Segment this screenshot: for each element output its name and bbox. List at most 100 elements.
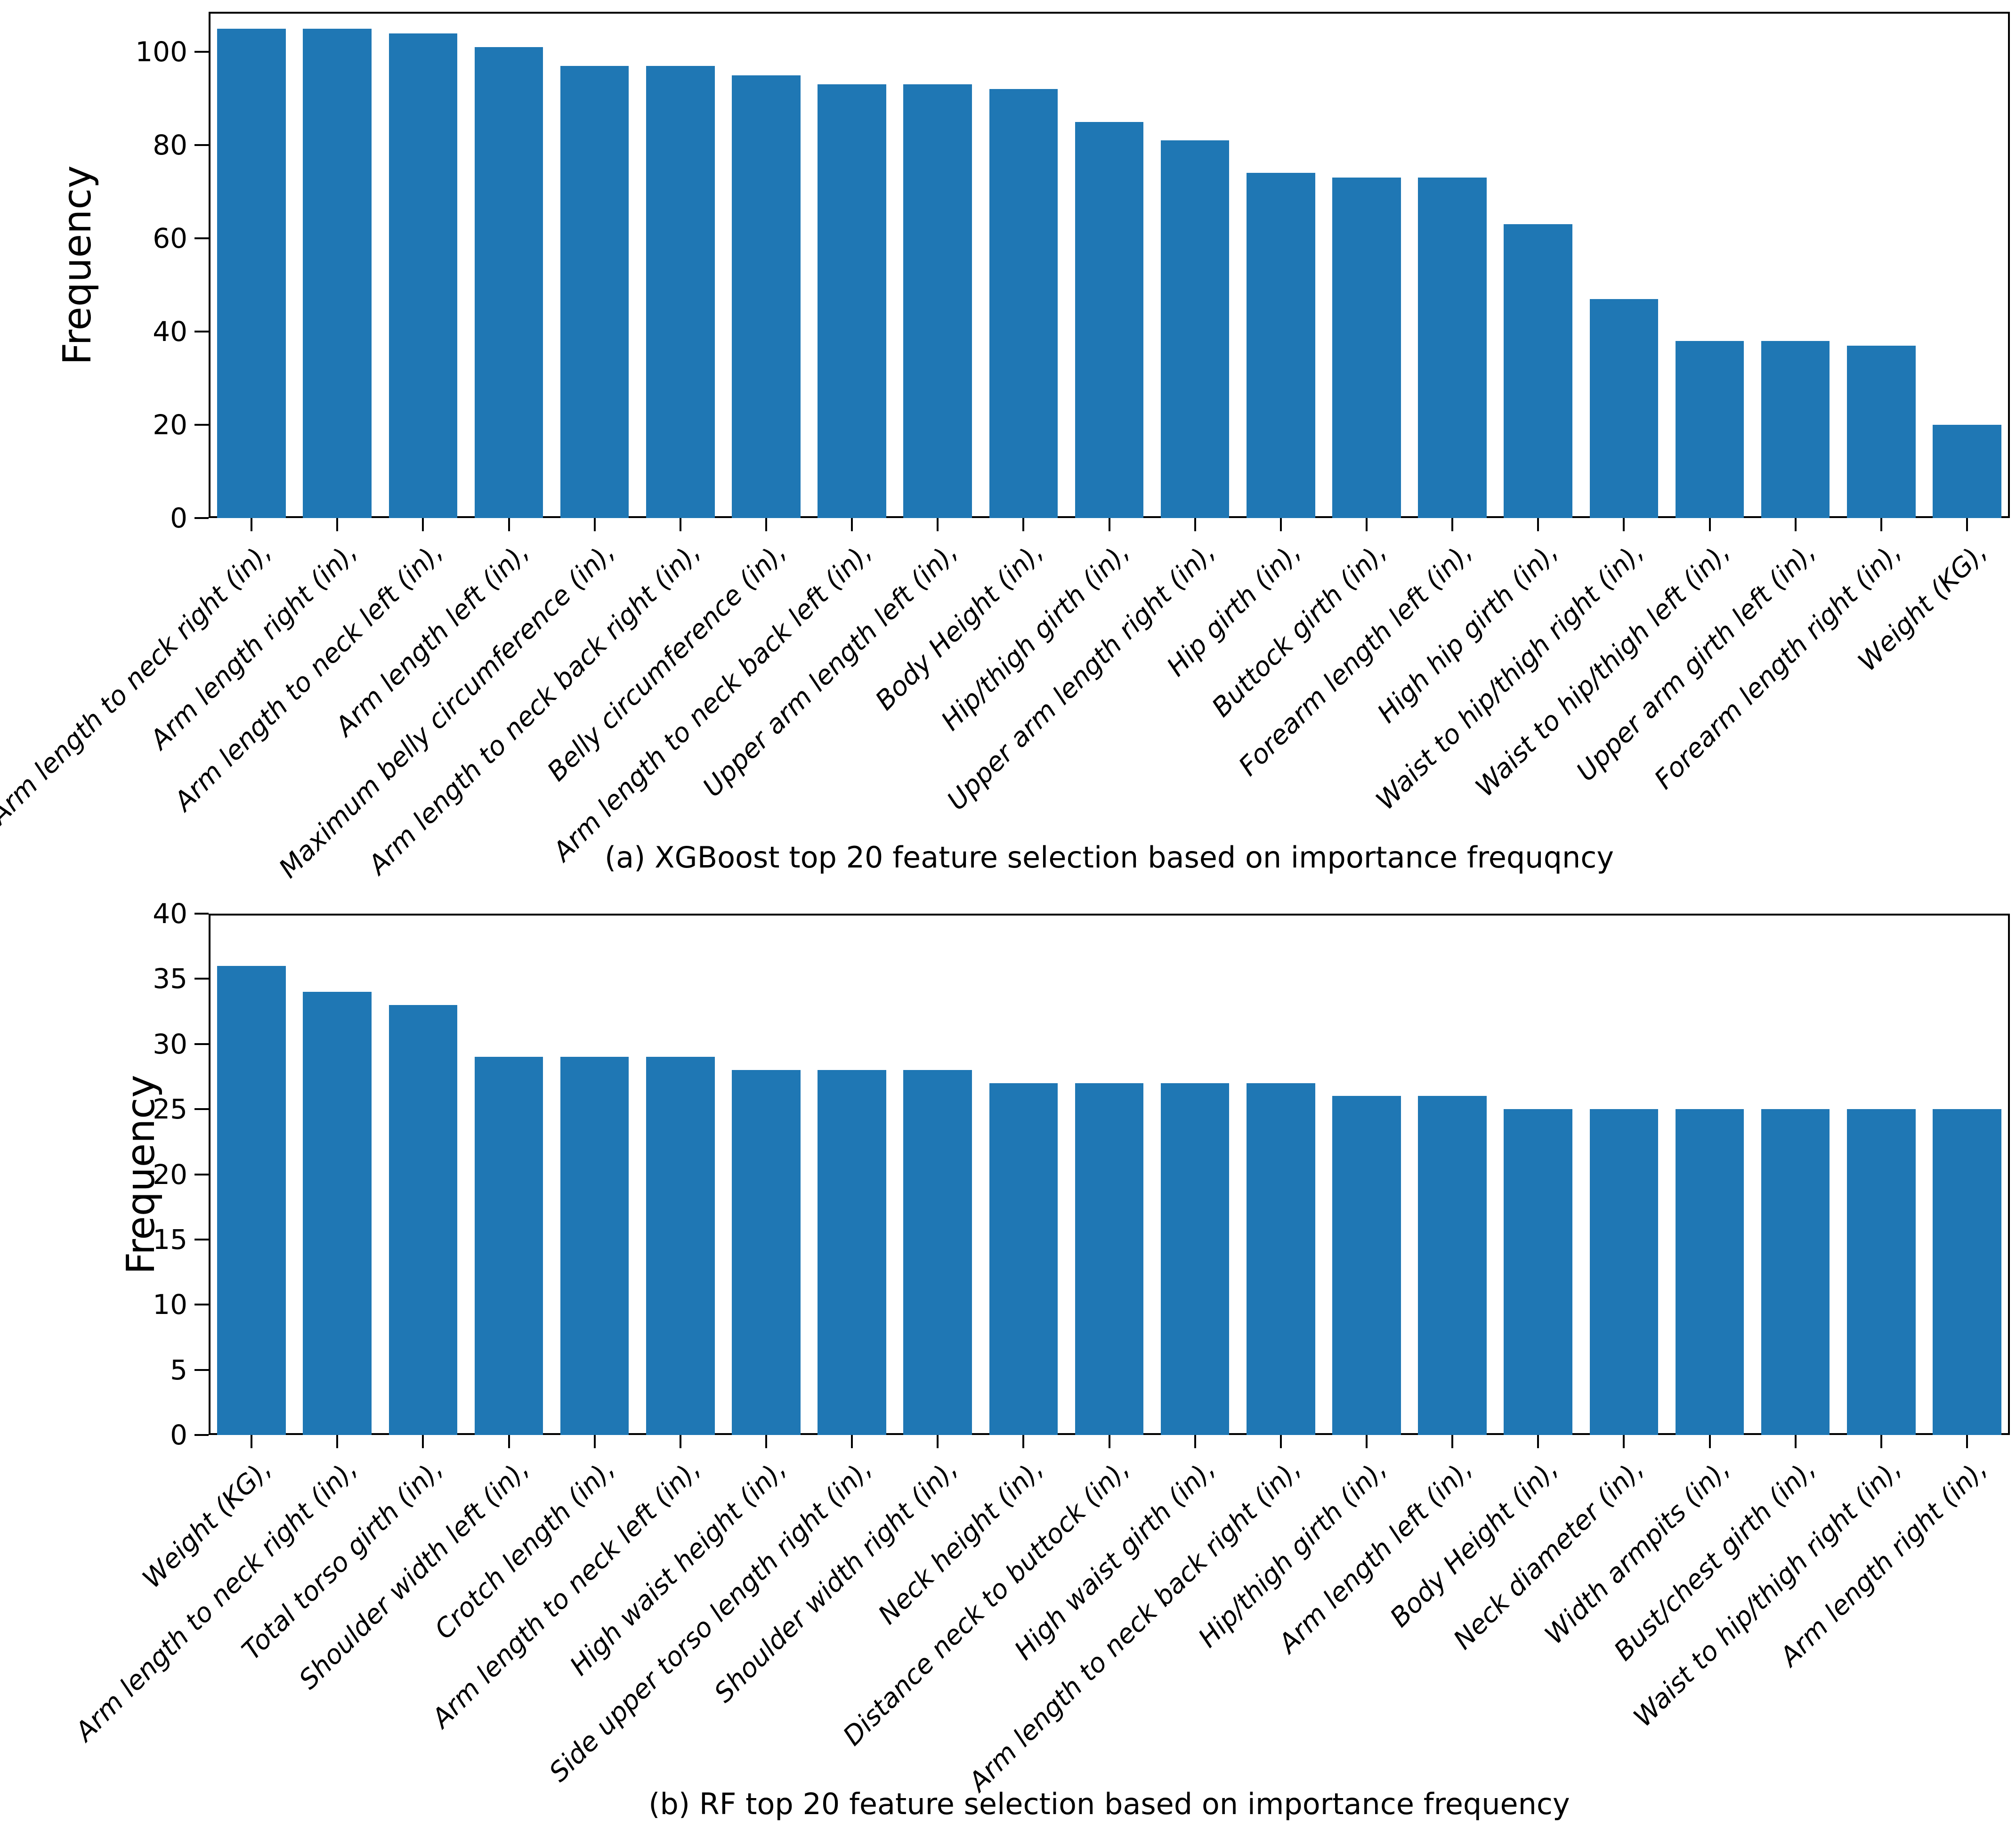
bar-rf-3 bbox=[474, 1057, 543, 1435]
bar-xgboost-2 bbox=[389, 33, 458, 518]
bar-xgboost-17 bbox=[1675, 340, 1744, 518]
bar-rf-9 bbox=[989, 1083, 1058, 1435]
x-tick-mark bbox=[679, 518, 681, 531]
bar-rf-8 bbox=[903, 1070, 972, 1435]
x-tick-mark bbox=[679, 1435, 681, 1448]
x-tick-mark bbox=[1623, 518, 1625, 531]
bar-xgboost-8 bbox=[903, 84, 972, 518]
bar-rf-5 bbox=[646, 1057, 715, 1435]
x-tick-mark bbox=[1365, 1435, 1368, 1448]
x-tick-mark bbox=[1794, 518, 1797, 531]
y-tick-mark bbox=[194, 913, 209, 915]
y-tick-label: 20 bbox=[153, 409, 187, 441]
bar-xgboost-4 bbox=[560, 65, 629, 518]
bar-xgboost-13 bbox=[1332, 178, 1401, 518]
y-tick-label: 10 bbox=[153, 1289, 187, 1321]
y-tick-mark bbox=[194, 237, 209, 240]
x-tick-mark bbox=[1451, 1435, 1454, 1448]
y-tick-label: 5 bbox=[170, 1354, 187, 1386]
bar-rf-15 bbox=[1504, 1109, 1573, 1435]
bar-xgboost-11 bbox=[1160, 140, 1230, 518]
x-tick-mark bbox=[851, 1435, 853, 1448]
x-tick-mark bbox=[1537, 518, 1539, 531]
bar-xgboost-20 bbox=[1933, 425, 2001, 518]
y-tick-mark bbox=[194, 978, 209, 980]
y-tick-label: 80 bbox=[153, 129, 187, 162]
y-tick-label: 15 bbox=[153, 1223, 187, 1256]
bar-rf-16 bbox=[1589, 1109, 1659, 1435]
y-tick-label: 25 bbox=[153, 1093, 187, 1126]
y-tick-mark bbox=[194, 144, 209, 146]
y-tick-label: 0 bbox=[170, 502, 187, 534]
y-tick-mark bbox=[194, 1369, 209, 1371]
bar-xgboost-19 bbox=[1846, 345, 1916, 518]
x-tick-mark bbox=[1194, 1435, 1196, 1448]
bar-rf-14 bbox=[1418, 1096, 1487, 1435]
y-tick-mark bbox=[194, 51, 209, 53]
x-tick-mark bbox=[1279, 518, 1282, 531]
x-tick-mark bbox=[1279, 1435, 1282, 1448]
bar-xgboost-12 bbox=[1246, 173, 1315, 518]
bar-rf-18 bbox=[1761, 1109, 1830, 1435]
y-tick-label: 35 bbox=[153, 963, 187, 995]
bar-rf-1 bbox=[303, 992, 372, 1435]
bar-xgboost-14 bbox=[1418, 178, 1487, 518]
x-tick-mark bbox=[1365, 518, 1368, 531]
x-tick-mark bbox=[336, 1435, 339, 1448]
bar-rf-17 bbox=[1675, 1109, 1744, 1435]
y-tick-mark bbox=[194, 331, 209, 333]
bar-rf-6 bbox=[732, 1070, 801, 1435]
bar-xgboost-5 bbox=[646, 65, 715, 518]
x-tick-mark bbox=[508, 1435, 510, 1448]
x-tick-mark bbox=[1194, 518, 1196, 531]
y-tick-mark bbox=[194, 1434, 209, 1436]
x-tick-mark bbox=[1537, 1435, 1539, 1448]
bar-rf-4 bbox=[560, 1057, 629, 1435]
y-tick-label: 0 bbox=[170, 1419, 187, 1451]
x-tick-mark bbox=[765, 1435, 767, 1448]
bar-xgboost-15 bbox=[1504, 224, 1573, 518]
x-tick-mark bbox=[251, 518, 253, 531]
bar-xgboost-3 bbox=[474, 47, 543, 518]
y-tick-mark bbox=[194, 1304, 209, 1306]
bar-rf-20 bbox=[1933, 1109, 2001, 1435]
x-tick-mark bbox=[1708, 518, 1711, 531]
bar-rf-7 bbox=[818, 1070, 886, 1435]
y-tick-label: 60 bbox=[153, 222, 187, 255]
x-tick-mark bbox=[1108, 1435, 1110, 1448]
x-tick-mark bbox=[1880, 518, 1882, 531]
x-tick-mark bbox=[1880, 1435, 1882, 1448]
x-tick-mark bbox=[251, 1435, 253, 1448]
x-tick-mark bbox=[422, 518, 424, 531]
caption-xgboost: (a) XGBoost top 20 feature selection bas… bbox=[604, 840, 1614, 875]
bar-xgboost-9 bbox=[989, 89, 1058, 518]
caption-rf: (b) RF top 20 feature selection based on… bbox=[648, 1787, 1570, 1821]
bar-rf-19 bbox=[1846, 1109, 1916, 1435]
y-tick-mark bbox=[194, 1173, 209, 1175]
x-tick-mark bbox=[1022, 1435, 1025, 1448]
x-tick-mark bbox=[593, 518, 596, 531]
x-tick-mark bbox=[1108, 518, 1110, 531]
x-tick-mark bbox=[1966, 1435, 1968, 1448]
y-tick-label: 40 bbox=[153, 316, 187, 348]
x-tick-mark bbox=[765, 518, 767, 531]
bar-xgboost-7 bbox=[818, 84, 886, 518]
bar-xgboost-16 bbox=[1589, 299, 1659, 518]
x-tick-mark bbox=[336, 518, 339, 531]
x-tick-mark bbox=[937, 518, 939, 531]
x-tick-mark bbox=[851, 518, 853, 531]
bar-xgboost-0 bbox=[217, 28, 286, 518]
bar-rf-11 bbox=[1160, 1083, 1230, 1435]
y-tick-mark bbox=[194, 1043, 209, 1045]
y-tick-mark bbox=[194, 517, 209, 519]
bar-rf-2 bbox=[389, 1005, 458, 1435]
y-tick-mark bbox=[194, 1108, 209, 1111]
x-tick-mark bbox=[508, 518, 510, 531]
bar-rf-10 bbox=[1075, 1083, 1144, 1435]
y-tick-label: 40 bbox=[153, 898, 187, 930]
y-tick-label: 20 bbox=[153, 1158, 187, 1191]
x-tick-mark bbox=[1708, 1435, 1711, 1448]
y-tick-label: 100 bbox=[135, 36, 187, 68]
x-tick-mark bbox=[1022, 518, 1025, 531]
